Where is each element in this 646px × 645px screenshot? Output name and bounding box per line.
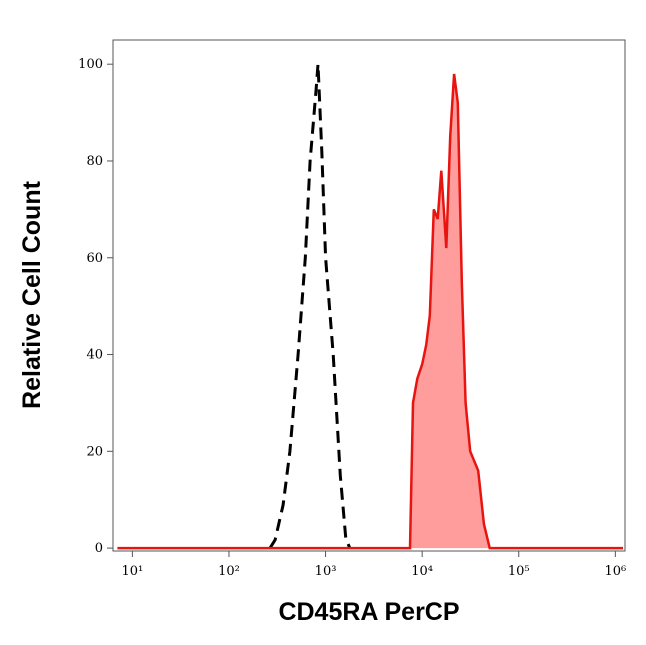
x-tick-label: 10⁶ bbox=[604, 564, 626, 579]
y-tick-label: 100 bbox=[78, 57, 103, 72]
y-tick-label: 0 bbox=[95, 541, 103, 556]
x-tick-label: 10² bbox=[218, 564, 240, 579]
line bbox=[117, 73, 623, 550]
x-tick-label: 10³ bbox=[315, 564, 337, 579]
y-tick-label: 20 bbox=[86, 444, 103, 459]
plot-frame bbox=[112, 39, 626, 552]
line bbox=[268, 64, 352, 549]
y-tick-label: 80 bbox=[86, 154, 103, 169]
y-axis-title: Relative Cell Count bbox=[18, 180, 46, 408]
x-tick-label: 10⁴ bbox=[411, 564, 433, 579]
area bbox=[117, 73, 624, 549]
x-tick-label: 10¹ bbox=[121, 564, 143, 579]
x-axis-title: CD45RA PerCP bbox=[278, 598, 459, 626]
x-tick-label: 10⁵ bbox=[508, 564, 530, 579]
y-tick-label: 60 bbox=[86, 251, 103, 266]
y-tick-label: 40 bbox=[86, 348, 103, 363]
